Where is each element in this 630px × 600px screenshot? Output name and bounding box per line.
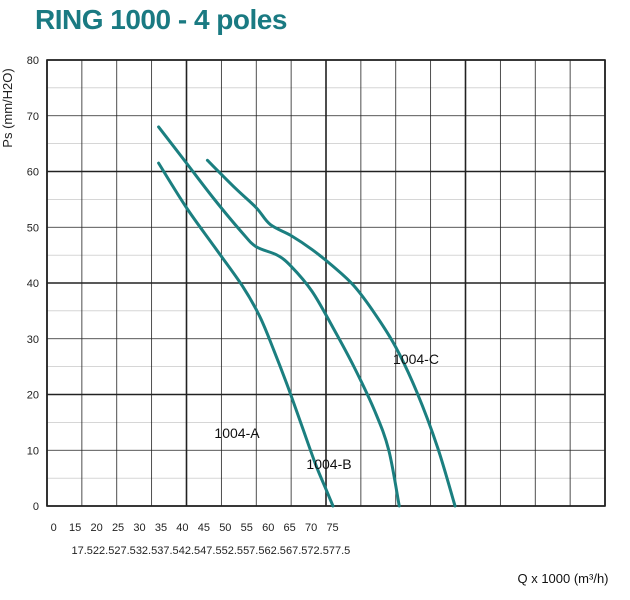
x-tick-label: 22.5 — [93, 545, 114, 557]
x-tick-label: 42.5 — [179, 545, 200, 557]
x-tick-label: 37.5 — [157, 545, 178, 557]
x-tick-label: 55 — [241, 522, 253, 534]
series-label-1004-c: 1004-C — [393, 351, 439, 367]
x-tick-label: 35 — [155, 522, 167, 534]
x-tick-label: 52.5 — [222, 545, 243, 557]
series-line-1004-a — [157, 161, 335, 508]
x-tick-label: 47.5 — [200, 545, 221, 557]
x-tick-label: 62.5 — [265, 545, 286, 557]
y-tick-label: 10 — [27, 445, 39, 457]
x-tick-label: 27.5 — [114, 545, 135, 557]
labels-group: 0 10 20 30 40 50 60 70 80 0 15 20 25 30 35 40 45 50 55 60 65… — [27, 55, 439, 557]
x-tick-label: 40 — [176, 522, 188, 534]
x-tick-label: 75 — [326, 522, 338, 534]
y-tick-label: 30 — [27, 334, 39, 346]
x-tick-label: 77.5 — [329, 545, 350, 557]
x-tick-label: 45 — [198, 522, 210, 534]
series-group — [157, 125, 457, 508]
x-axis-label: Q x 1000 (m³/h) — [517, 571, 608, 586]
series-line-1004-c — [205, 158, 457, 508]
y-tick-label: 40 — [27, 278, 39, 290]
x-tick-label: 15 — [69, 522, 81, 534]
grid — [46, 59, 606, 507]
x-tick-label: 67.5 — [286, 545, 307, 557]
y-tick-label: 80 — [27, 55, 39, 67]
series-line-1004-b — [157, 125, 401, 508]
x-tick-label: 30 — [133, 522, 145, 534]
x-tick-label: 32.5 — [136, 545, 157, 557]
x-tick-label: 57.5 — [243, 545, 264, 557]
plot-frame — [46, 59, 606, 507]
y-tick-label: 20 — [27, 390, 39, 402]
y-tick-label: 0 — [33, 501, 39, 513]
y-tick-label: 70 — [27, 111, 39, 123]
x-tick-label: 60 — [262, 522, 274, 534]
y-tick-label: 50 — [27, 222, 39, 234]
x-tick-label: 17.5 — [71, 545, 92, 557]
series-label-1004-a: 1004-A — [214, 425, 260, 441]
y-tick-label: 60 — [27, 167, 39, 179]
x-tick-label: 65 — [284, 522, 296, 534]
x-tick-label: 20 — [91, 522, 103, 534]
y-axis-label: Ps (mm/H2O) — [0, 68, 15, 147]
x-tick-label: 50 — [219, 522, 231, 534]
x-tick-label: 72.5 — [307, 545, 328, 557]
x-tick-label: 0 — [51, 522, 57, 534]
series-label-1004-b: 1004-B — [306, 456, 351, 472]
x-tick-label: 25 — [112, 522, 124, 534]
chart-title: RING 1000 - 4 poles — [35, 4, 287, 35]
x-tick-label: 70 — [305, 522, 317, 534]
